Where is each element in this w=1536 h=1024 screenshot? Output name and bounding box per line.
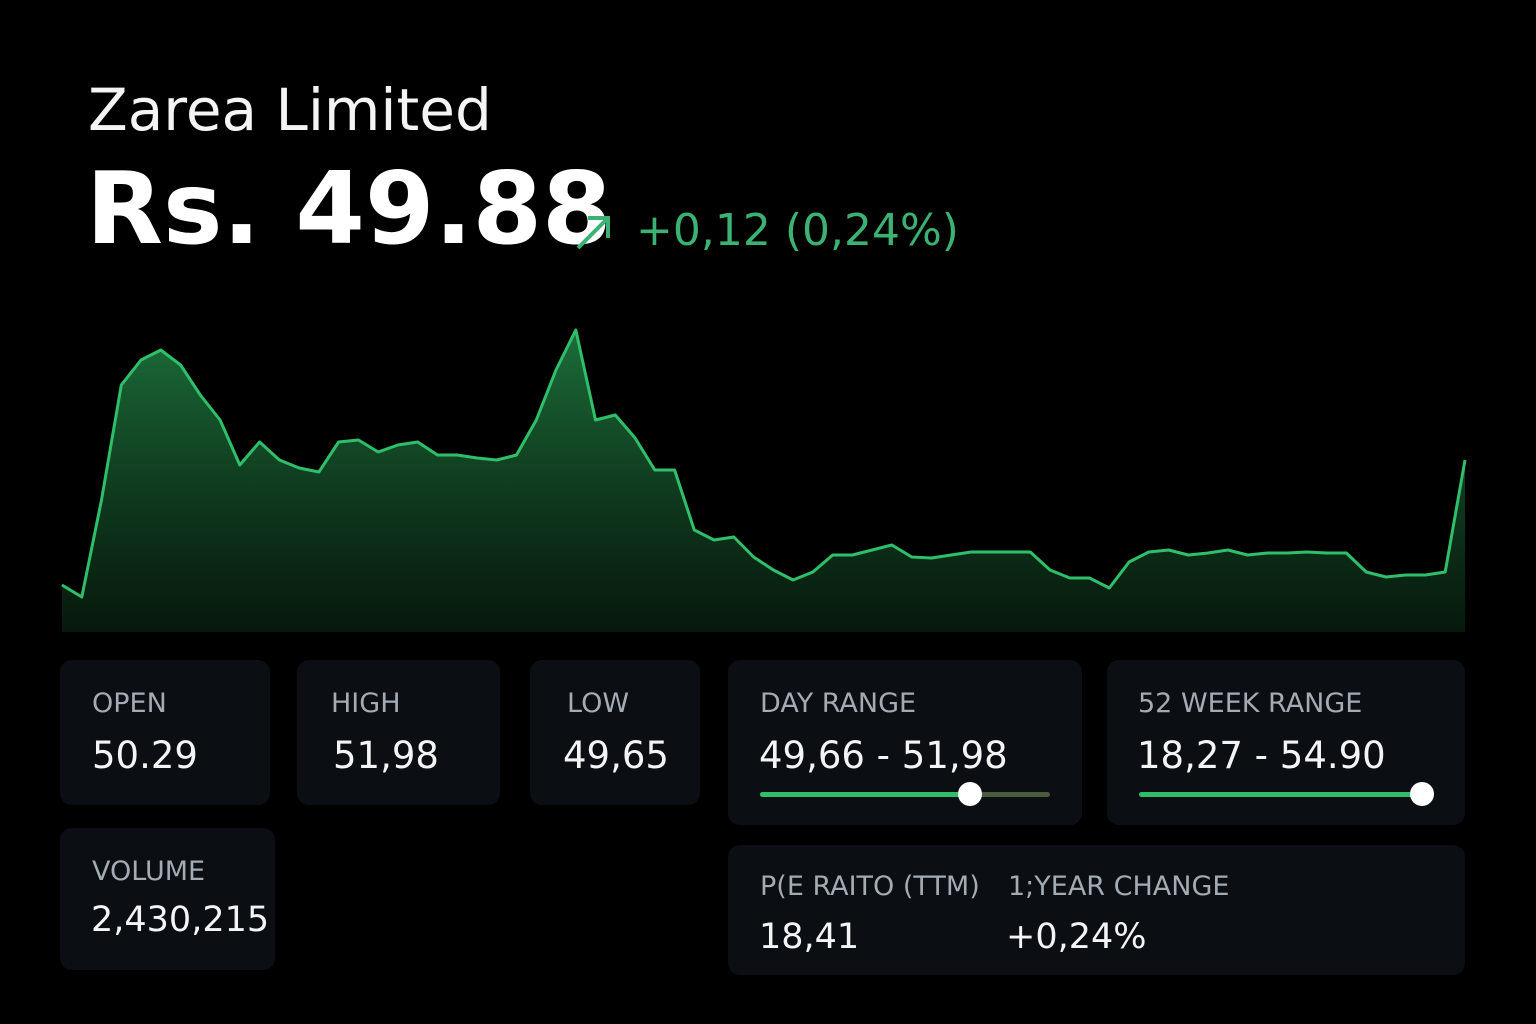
stat-label: DAY RANGE: [760, 688, 917, 719]
stat-value: 49,65: [563, 734, 669, 777]
stat-value: 50.29: [92, 734, 198, 777]
stat-label: VOLUME: [92, 856, 206, 887]
price: Rs. 49.88: [86, 150, 612, 267]
stat-card: 52 WEEK RANGE 18,27 - 54.90: [1107, 660, 1465, 825]
price-area: [62, 330, 1465, 632]
price-change: +0,12 (0,24%): [636, 205, 959, 256]
stat-card: VOLUME 2,430,215: [60, 828, 275, 970]
stat-label: HIGH: [331, 688, 401, 719]
stat-value: 51,98: [333, 734, 439, 777]
stat-label: 52 WEEK RANGE: [1138, 688, 1363, 719]
price-line: [61, 328, 1467, 599]
stat-label: 1;YEAR CHANGE: [1008, 871, 1230, 902]
stat-card: HIGH 51,98: [297, 660, 500, 805]
stat-label: OPEN: [92, 688, 167, 719]
range-knob: [958, 782, 982, 806]
range-knob: [1410, 782, 1434, 806]
stat-card: DAY RANGE 49,66 - 51,98: [728, 660, 1082, 825]
range-fill: [760, 792, 970, 797]
company-name: Zarea Limited: [88, 76, 492, 144]
up-arrow-icon: [576, 216, 610, 250]
range-fill: [1139, 792, 1423, 797]
stat-card: P(E RAITO (TTM) 18,41 1;YEAR CHANGE +0,2…: [728, 845, 1465, 975]
stat-value: 18,27 - 54.90: [1137, 734, 1386, 777]
stat-label: LOW: [567, 688, 630, 719]
stat-value: 2,430,215: [91, 900, 270, 940]
stat-value: 18,41: [759, 917, 860, 957]
stat-label: P(E RAITO (TTM): [760, 871, 980, 902]
price-chart: [61, 328, 1467, 632]
stat-card: LOW 49,65: [530, 660, 700, 805]
stat-value: 49,66 - 51,98: [759, 734, 1008, 777]
stat-value: +0,24%: [1006, 917, 1147, 957]
stat-card: OPEN 50.29: [60, 660, 270, 805]
